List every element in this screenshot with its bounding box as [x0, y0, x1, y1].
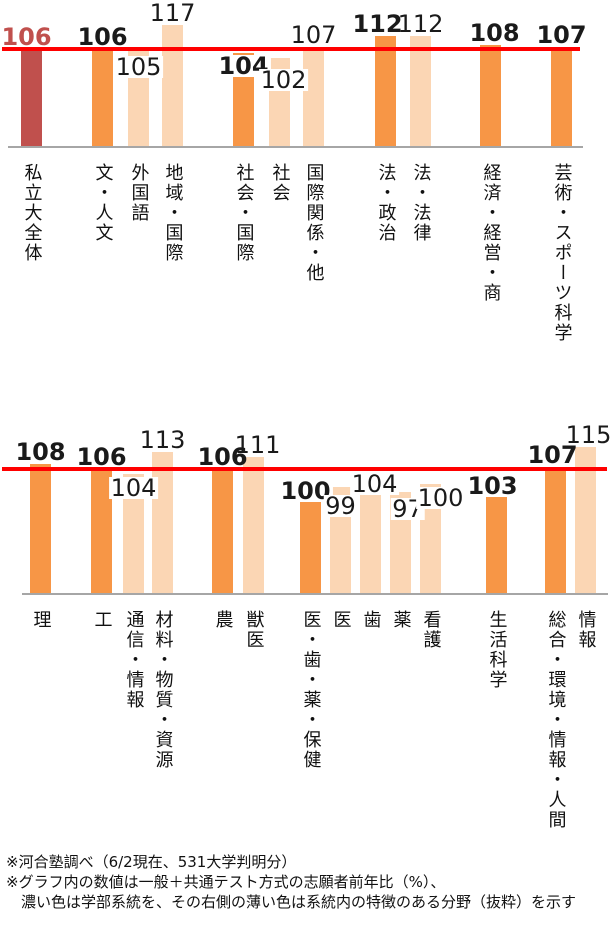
category-label-情報: 情報 [575, 610, 597, 650]
value-label-医・歯・薬・保健: 100 [278, 477, 333, 505]
bar-生活科学 [486, 476, 507, 594]
value-label-社会・国際: 104 [216, 52, 271, 80]
value-label-生活科学: 103 [465, 472, 520, 500]
value-label-国際関係・他: 107 [290, 20, 337, 49]
category-label-芸術・スポーツ科学: 芸術・スポーツ科学 [551, 163, 573, 343]
category-label-文・人文: 文・人文 [92, 163, 114, 243]
category-label-薬: 薬 [390, 610, 412, 630]
value-label-看護: 100 [415, 484, 466, 512]
bar-看護 [420, 484, 441, 594]
bar-法・法律 [410, 35, 431, 147]
category-label-医・歯・薬・保健: 医・歯・薬・保健 [300, 610, 322, 770]
bar-材料・物質・資源 [152, 451, 173, 594]
reference-line-106 [2, 47, 580, 51]
bar-医・歯・薬・保健 [300, 484, 321, 594]
category-label-理: 理 [30, 610, 52, 630]
bar-歯 [360, 474, 381, 594]
value-label-通信・情報: 104 [108, 474, 159, 502]
category-label-医: 医 [330, 610, 352, 630]
bar-法・政治 [375, 35, 396, 147]
category-label-地域・国際: 地域・国際 [162, 163, 184, 263]
value-label-歯: 104 [349, 470, 400, 498]
footnote-note-1: ※グラフ内の数値は一般＋共通テスト方式の志願者前年比（%）、 [6, 873, 446, 891]
value-label-社会: 102 [258, 66, 309, 94]
value-label-医: 99 [323, 492, 358, 520]
category-label-社会: 社会 [269, 163, 291, 203]
category-label-看護: 看護 [420, 610, 442, 650]
category-label-生活科学: 生活科学 [486, 610, 508, 690]
bar-私立大全体 [21, 49, 42, 147]
value-label-文・人文: 106 [77, 23, 128, 51]
category-label-経済・経営・商: 経済・経営・商 [480, 163, 502, 303]
category-label-材料・物質・資源: 材料・物質・資源 [152, 610, 174, 770]
x-axis-line [8, 146, 583, 148]
value-label-情報: 115 [565, 420, 612, 449]
category-label-私立大全体: 私立大全体 [21, 163, 43, 263]
bar-工 [91, 469, 112, 594]
category-label-外国語: 外国語 [128, 163, 150, 223]
bar-情報 [575, 446, 596, 594]
value-label-法・政治: 112 [352, 9, 403, 38]
bar-芸術・スポーツ科学 [551, 46, 572, 147]
bar-経済・経営・商 [480, 44, 501, 147]
value-label-工: 106 [76, 443, 127, 471]
value-label-経済・経営・商: 108 [469, 18, 520, 47]
value-label-法・法律: 112 [397, 9, 444, 38]
category-label-総合・環境・情報・人間: 総合・環境・情報・人間 [545, 610, 567, 830]
x-axis-line [22, 593, 608, 595]
value-label-総合・環境・情報・人間: 107 [527, 440, 578, 469]
value-label-材料・物質・資源: 113 [139, 425, 186, 454]
footnotes: ※河合塾調べ（6/2現在、531大学判明分） ※グラフ内の数値は一般＋共通テスト… [6, 852, 576, 912]
category-label-獣医: 獣医 [243, 610, 265, 650]
bar-獣医 [243, 456, 264, 594]
bar-地域・国際 [162, 24, 183, 147]
category-label-法・政治: 法・政治 [375, 163, 397, 243]
category-label-歯: 歯 [360, 610, 382, 630]
category-label-通信・情報: 通信・情報 [123, 610, 145, 710]
value-label-芸術・スポーツ科学: 107 [536, 20, 587, 49]
bar-理 [30, 464, 51, 594]
value-label-地域・国際: 117 [149, 0, 196, 27]
bar-農 [212, 469, 233, 594]
category-label-法・法律: 法・法律 [410, 163, 432, 243]
bar-通信・情報 [123, 474, 144, 594]
value-label-外国語: 105 [113, 53, 164, 81]
category-label-国際関係・他: 国際関係・他 [303, 163, 325, 283]
bar-文・人文 [92, 49, 113, 147]
reference-line-106 [2, 467, 607, 471]
value-label-農: 106 [197, 443, 248, 471]
bar-総合・環境・情報・人間 [545, 466, 566, 594]
value-label-理: 108 [15, 438, 66, 466]
footnote-source: ※河合塾調べ（6/2現在、531大学判明分） [6, 853, 297, 871]
category-label-工: 工 [91, 610, 113, 630]
value-label-私立大全体: 106 [1, 23, 52, 51]
category-label-農: 農 [212, 610, 234, 630]
footnote-note-2: 濃い色は学部系統を、その右側の薄い色は系統内の特徴のある分野（抜粋）を示す [21, 893, 577, 911]
value-label-獣医: 111 [234, 430, 281, 459]
category-label-社会・国際: 社会・国際 [233, 163, 255, 263]
